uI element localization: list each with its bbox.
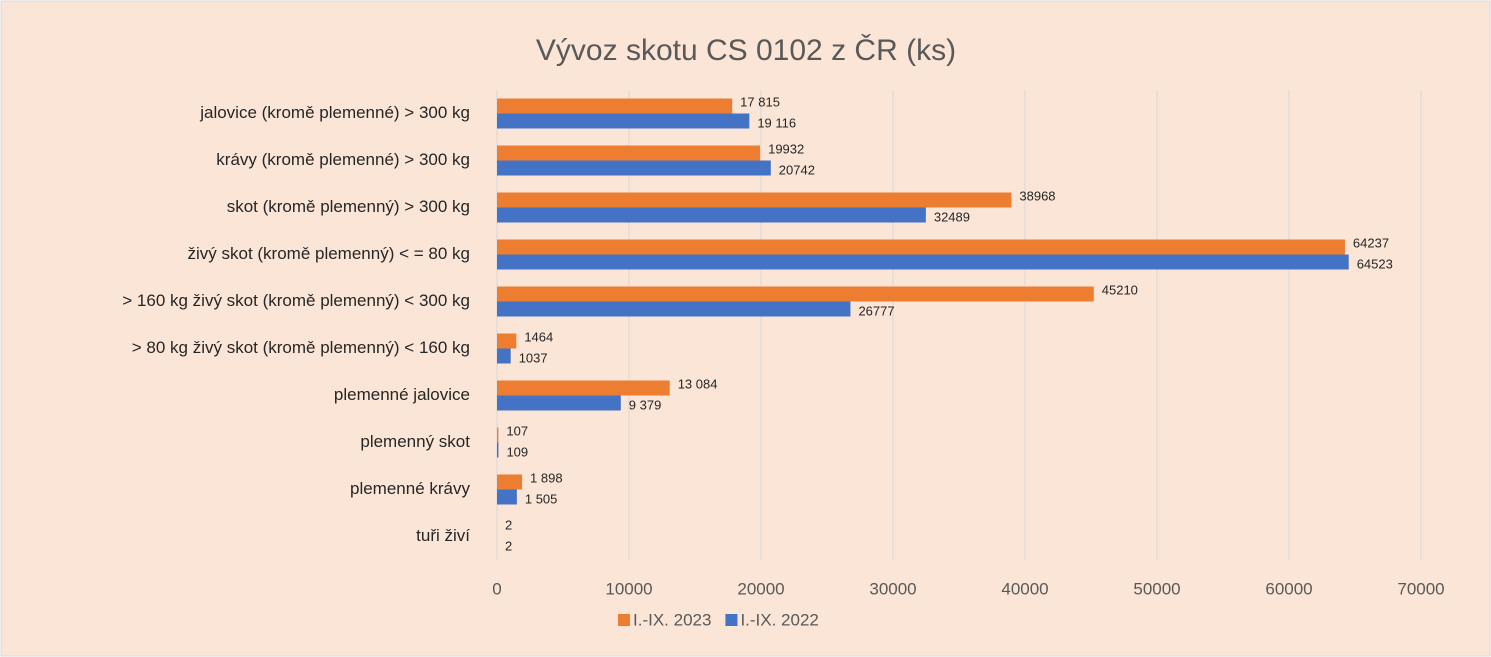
bar bbox=[497, 489, 517, 505]
x-tick-label: 70000 bbox=[1397, 579, 1444, 598]
value-label: 1 505 bbox=[525, 491, 558, 506]
x-tick-label: 50000 bbox=[1133, 579, 1180, 598]
x-tick-label: 30000 bbox=[869, 579, 916, 598]
value-label: 9 379 bbox=[629, 397, 662, 412]
y-tick-label: tuři živí bbox=[416, 526, 470, 545]
bar bbox=[497, 474, 523, 490]
value-label: 64237 bbox=[1353, 235, 1389, 250]
bar bbox=[497, 395, 621, 411]
bar bbox=[497, 301, 851, 317]
y-tick-label: krávy (kromě plemenné) > 300 kg bbox=[216, 150, 470, 169]
value-label: 1464 bbox=[524, 329, 553, 344]
bar bbox=[497, 427, 499, 443]
x-tick-label: 10000 bbox=[605, 579, 652, 598]
x-tick-label: 20000 bbox=[737, 579, 784, 598]
bar bbox=[497, 98, 733, 114]
value-label: 32489 bbox=[934, 209, 970, 224]
legend-label: I.-IX. 2022 bbox=[740, 610, 818, 629]
value-label: 1 898 bbox=[530, 470, 563, 485]
legend-label: I.-IX. 2023 bbox=[633, 610, 711, 629]
value-label: 19 116 bbox=[757, 115, 796, 130]
bar bbox=[497, 113, 750, 129]
value-label: 1037 bbox=[519, 350, 548, 365]
value-label: 17 815 bbox=[740, 94, 780, 109]
bar bbox=[497, 192, 1012, 208]
value-label: 45210 bbox=[1102, 282, 1138, 297]
y-tick-label: jalovice (kromě plemenné) > 300 kg bbox=[199, 103, 470, 122]
bar bbox=[497, 207, 926, 223]
bar bbox=[497, 145, 761, 161]
y-tick-label: skot (kromě plemenný) > 300 kg bbox=[227, 197, 470, 216]
bar bbox=[497, 160, 771, 176]
x-tick-label: 40000 bbox=[1001, 579, 1048, 598]
y-tick-label: > 80 kg živý skot (kromě plemenný) < 160… bbox=[132, 338, 470, 357]
value-label: 13 084 bbox=[678, 376, 718, 391]
value-label: 107 bbox=[506, 423, 528, 438]
y-tick-label: plemenné jalovice bbox=[334, 385, 470, 404]
legend-swatch bbox=[618, 614, 630, 626]
y-tick-label: plemenný skot bbox=[360, 432, 470, 451]
legend-swatch bbox=[725, 614, 738, 626]
x-tick-label: 60000 bbox=[1265, 579, 1312, 598]
bar bbox=[497, 333, 517, 349]
value-label: 64523 bbox=[1357, 256, 1393, 271]
value-label: 2 bbox=[505, 538, 512, 553]
bar bbox=[497, 254, 1349, 270]
bar bbox=[497, 348, 511, 364]
bar bbox=[497, 442, 499, 458]
x-tick-label: 0 bbox=[492, 579, 501, 598]
value-label: 109 bbox=[506, 444, 528, 459]
value-label: 20742 bbox=[779, 162, 815, 177]
y-tick-label: plemenné krávy bbox=[350, 479, 471, 498]
value-label: 26777 bbox=[858, 303, 894, 318]
value-label: 38968 bbox=[1019, 188, 1055, 203]
bar bbox=[497, 380, 670, 396]
value-label: 19932 bbox=[768, 141, 804, 156]
bar bbox=[497, 239, 1345, 255]
value-label: 2 bbox=[505, 517, 512, 532]
y-tick-label: > 160 kg živý skot (kromě plemenný) < 30… bbox=[122, 291, 470, 310]
chart-title: Vývoz skotu CS 0102 z ČR (ks) bbox=[536, 33, 956, 67]
y-tick-label: živý skot (kromě plemenný) < = 80 kg bbox=[187, 244, 470, 263]
bar bbox=[497, 286, 1094, 302]
